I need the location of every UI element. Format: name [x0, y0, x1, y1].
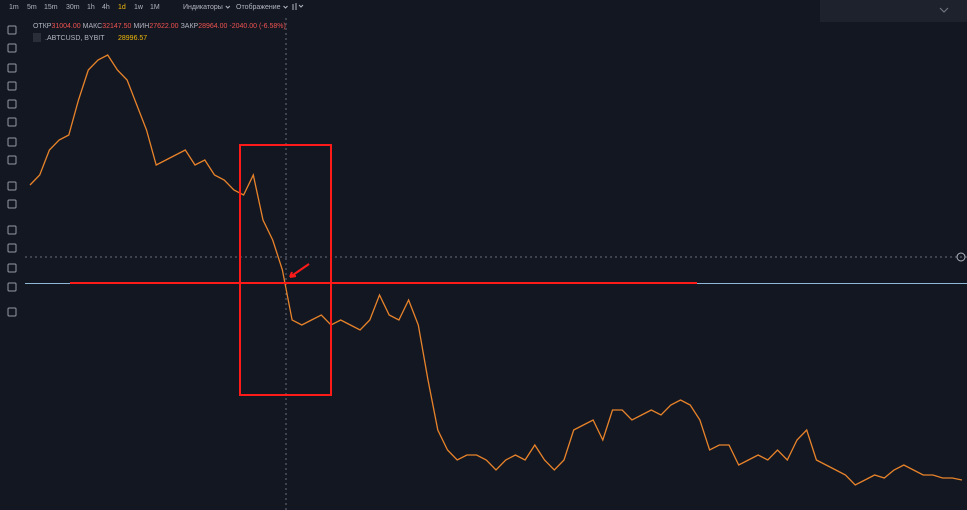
price-line-series — [29, 54, 963, 486]
chart-type-icon[interactable] — [292, 3, 304, 10]
tool-icon[interactable] — [7, 117, 17, 127]
menu-button[interactable]: Отображение — [236, 3, 281, 11]
ohlc-value: 31004.00 — [51, 23, 80, 30]
timeframe-button[interactable]: 1m — [9, 4, 19, 11]
tool-icon[interactable] — [7, 181, 17, 191]
change: -2040.00 (-6.58%) — [229, 23, 285, 30]
tool-icon[interactable] — [7, 282, 17, 292]
timeframe-button[interactable]: 30m — [66, 4, 80, 11]
ohlc-label: ЗАКР — [181, 23, 199, 30]
dropdown-arrow — [225, 5, 231, 9]
timeframe-button[interactable]: 1w — [134, 4, 144, 11]
tool-icon[interactable] — [7, 137, 17, 147]
ohlc-value: 32147.50 — [102, 23, 131, 30]
symbol: .ABTCUSD, BYBIT — [45, 35, 105, 42]
timeframe-button[interactable]: 15m — [44, 4, 58, 11]
timeframe-button[interactable]: 4h — [102, 4, 110, 11]
side-panel — [820, 0, 967, 22]
tool-icon[interactable] — [7, 63, 17, 73]
ohlc-value: 27622.00 — [149, 23, 178, 30]
tool-icon[interactable] — [7, 99, 17, 109]
tool-icon[interactable] — [7, 81, 17, 91]
timeframe-button[interactable]: 1d — [118, 4, 126, 11]
ohlc-label: ОТКР — [33, 23, 52, 30]
last-price: 28996.57 — [118, 35, 147, 42]
legend-toggle[interactable] — [33, 33, 41, 42]
tool-icon[interactable] — [7, 307, 17, 317]
drawing-toolbar — [7, 25, 17, 317]
ohlc-label: МИН — [133, 23, 149, 30]
dropdown-arrow — [283, 5, 288, 9]
timeframe-button[interactable]: 1h — [87, 4, 95, 11]
timeframe-button[interactable]: 5m — [27, 4, 37, 11]
ohlc-value: 28964.00 — [198, 23, 227, 30]
tool-icon[interactable] — [7, 25, 17, 35]
tool-icon[interactable] — [7, 243, 17, 253]
tool-icon[interactable] — [7, 263, 17, 273]
tool-icon[interactable] — [7, 43, 17, 53]
plot — [29, 54, 963, 486]
annotation-arrow — [289, 263, 310, 278]
tool-icon[interactable] — [7, 199, 17, 209]
timeframe-button[interactable]: 1M — [150, 4, 160, 11]
tool-icon[interactable] — [7, 155, 17, 165]
tool-icon[interactable] — [7, 225, 17, 235]
top-toolbar: 1m 5m 15m 30m 1h 4h 1d 1w 1M Индикаторы Отображени… — [9, 3, 304, 11]
ohlc-legend: ОТКР31004.00 МАКС32147.50 МИН27622.00 ЗАКР2… — [33, 23, 286, 30]
collapse-icon[interactable] — [939, 7, 949, 13]
menu-button[interactable]: Индикаторы — [183, 4, 223, 11]
crosshair-handle[interactable] — [956, 252, 966, 262]
ohlc-label: МАКС — [83, 23, 103, 30]
annotation-box — [239, 144, 332, 396]
